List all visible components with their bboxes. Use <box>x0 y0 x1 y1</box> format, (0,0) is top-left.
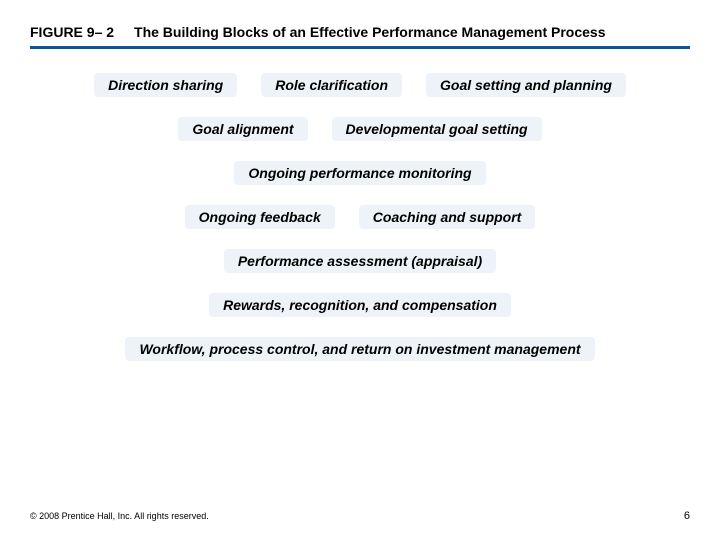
building-block: Performance assessment (appraisal) <box>224 249 496 273</box>
blocks-area: Direction sharing Role clarification Goal … <box>0 49 720 361</box>
building-block: Ongoing feedback <box>185 205 335 229</box>
block-row: Performance assessment (appraisal) <box>30 249 690 273</box>
block-row: Rewards, recognition, and compensation <box>30 293 690 317</box>
building-block: Role clarification <box>261 73 402 97</box>
building-block: Rewards, recognition, and compensation <box>209 293 511 317</box>
building-block: Direction sharing <box>94 73 237 97</box>
building-block: Goal setting and planning <box>426 73 626 97</box>
block-row: Direction sharing Role clarification Goal … <box>30 73 690 97</box>
copyright-text: © 2008 Prentice Hall, Inc. All rights re… <box>30 511 209 521</box>
block-row: Goal alignment Developmental goal setting <box>30 117 690 141</box>
block-row: Workflow, process control, and return on… <box>30 337 690 361</box>
block-row: Ongoing feedback Coaching and support <box>30 205 690 229</box>
figure-header: FIGURE 9– 2 The Building Blocks of an Ef… <box>0 0 720 40</box>
building-block: Developmental goal setting <box>332 117 542 141</box>
footer: © 2008 Prentice Hall, Inc. All rights re… <box>30 510 690 522</box>
block-row: Ongoing performance monitoring <box>30 161 690 185</box>
figure-title: The Building Blocks of an Effective Perf… <box>134 24 605 40</box>
building-block: Ongoing performance monitoring <box>234 161 485 185</box>
building-block: Goal alignment <box>178 117 307 141</box>
figure-label: FIGURE 9– 2 <box>30 24 114 40</box>
building-block: Workflow, process control, and return on… <box>125 337 594 361</box>
building-block: Coaching and support <box>359 205 536 229</box>
page-number: 6 <box>684 510 690 522</box>
